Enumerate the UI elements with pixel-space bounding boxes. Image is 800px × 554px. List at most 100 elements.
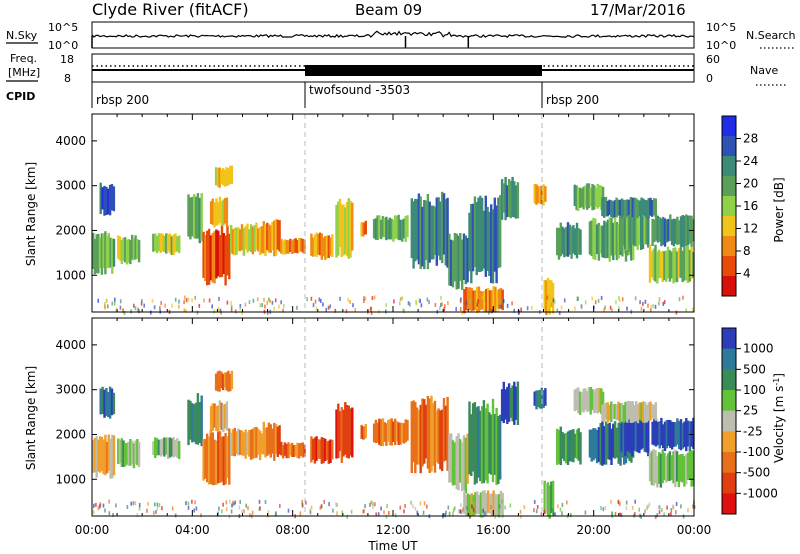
- echo-cell: [354, 307, 356, 312]
- echo-cell: [164, 303, 166, 308]
- echo-cell: [223, 198, 227, 224]
- echo-cell: [209, 429, 213, 485]
- echo-cell: [656, 251, 659, 284]
- echo-cell: [122, 308, 124, 313]
- echo-cell: [240, 430, 244, 456]
- echo-cell: [683, 245, 686, 281]
- echo-cell: [187, 194, 190, 237]
- echo-cell: [492, 286, 495, 313]
- echo-cell: [533, 500, 536, 504]
- echo-cell: [399, 219, 402, 241]
- echo-cell: [231, 503, 233, 508]
- echo-cell: [615, 222, 619, 261]
- echo-cell: [651, 218, 654, 246]
- echo-cell: [661, 449, 664, 484]
- y-tick-label: 4000: [55, 338, 86, 352]
- echo-cell: [540, 512, 543, 517]
- echo-cell: [640, 197, 643, 218]
- echo-cell: [578, 391, 582, 415]
- echo-cell: [233, 501, 235, 506]
- echo-cell: [374, 419, 378, 444]
- echo-cell: [670, 512, 672, 516]
- echo-cell: [511, 301, 513, 306]
- echo-cell: [266, 300, 268, 305]
- echo-cell: [110, 184, 114, 211]
- echo-cell: [332, 508, 334, 513]
- echo-cell: [204, 235, 207, 281]
- echo-cell: [632, 208, 636, 246]
- echo-cell: [490, 505, 492, 509]
- echo-cell: [424, 404, 428, 459]
- echo-cell: [597, 427, 601, 462]
- echo-cell: [349, 200, 352, 258]
- echo-cell: [663, 512, 665, 517]
- echo-cell: [470, 307, 473, 312]
- echo-cell: [226, 436, 229, 478]
- echo-cell: [363, 299, 365, 303]
- echo-cell: [629, 211, 632, 248]
- echo-cell: [680, 504, 682, 509]
- echo-cell: [620, 403, 624, 422]
- echo-cell: [433, 400, 437, 473]
- echo-cell: [633, 197, 636, 217]
- colorbar-swatch: [722, 156, 736, 177]
- echo-cell: [537, 186, 540, 204]
- echo-cell: [593, 390, 596, 414]
- echo-cell: [476, 302, 478, 307]
- echo-cell: [336, 503, 338, 507]
- echo-cell: [394, 513, 397, 518]
- echo-cell: [645, 200, 649, 219]
- echo-cell: [189, 400, 192, 440]
- echo-cell: [390, 218, 393, 240]
- echo-cell: [176, 236, 179, 252]
- echo-cell: [580, 392, 584, 412]
- echo-cell: [323, 499, 325, 504]
- echo-cell: [479, 410, 482, 482]
- echo-cell: [102, 503, 105, 508]
- echo-cell: [160, 301, 162, 305]
- echo-cell: [642, 301, 644, 306]
- velocity-colorbar-label-sup: -1: [772, 378, 781, 386]
- echo-cell: [213, 403, 216, 428]
- echo-cell: [123, 310, 126, 315]
- echo-cell: [228, 428, 231, 485]
- echo-cell: [650, 308, 652, 313]
- echo-cell: [403, 509, 405, 514]
- echo-cell: [239, 304, 242, 309]
- echo-cell: [97, 439, 100, 472]
- echo-cell: [497, 289, 501, 310]
- echo-cell: [372, 423, 376, 443]
- echo-cell: [395, 215, 399, 239]
- echo-cell: [204, 439, 207, 479]
- echo-cell: [690, 421, 693, 447]
- echo-cell: [609, 305, 612, 310]
- echo-cell: [107, 232, 110, 269]
- echo-cell: [475, 407, 478, 484]
- echo-cell: [137, 442, 141, 468]
- echo-cell: [452, 511, 454, 516]
- echo-cell: [509, 503, 512, 508]
- echo-cell: [477, 197, 480, 272]
- noise-trace: [91, 30, 695, 39]
- echo-cell: [282, 308, 284, 313]
- echo-cell: [634, 499, 636, 504]
- echo-cell: [636, 210, 639, 250]
- echo-cell: [327, 235, 330, 258]
- echo-cell: [218, 431, 222, 483]
- echo-cell: [239, 499, 241, 504]
- echo-cell: [174, 233, 177, 253]
- echo-cell: [622, 199, 625, 216]
- echo-cell: [640, 514, 642, 519]
- echo-cell: [244, 226, 247, 250]
- echo-cell: [299, 442, 303, 456]
- echo-cell: [278, 425, 281, 455]
- echo-cell: [432, 403, 435, 466]
- echo-cell: [208, 298, 211, 303]
- echo-cell: [234, 500, 236, 505]
- echo-cell: [166, 234, 170, 252]
- echo-cell: [206, 433, 209, 483]
- echo-cell: [690, 247, 693, 279]
- echo-cell: [92, 510, 95, 515]
- echo-cell: [174, 440, 177, 457]
- echo-cell: [187, 297, 190, 302]
